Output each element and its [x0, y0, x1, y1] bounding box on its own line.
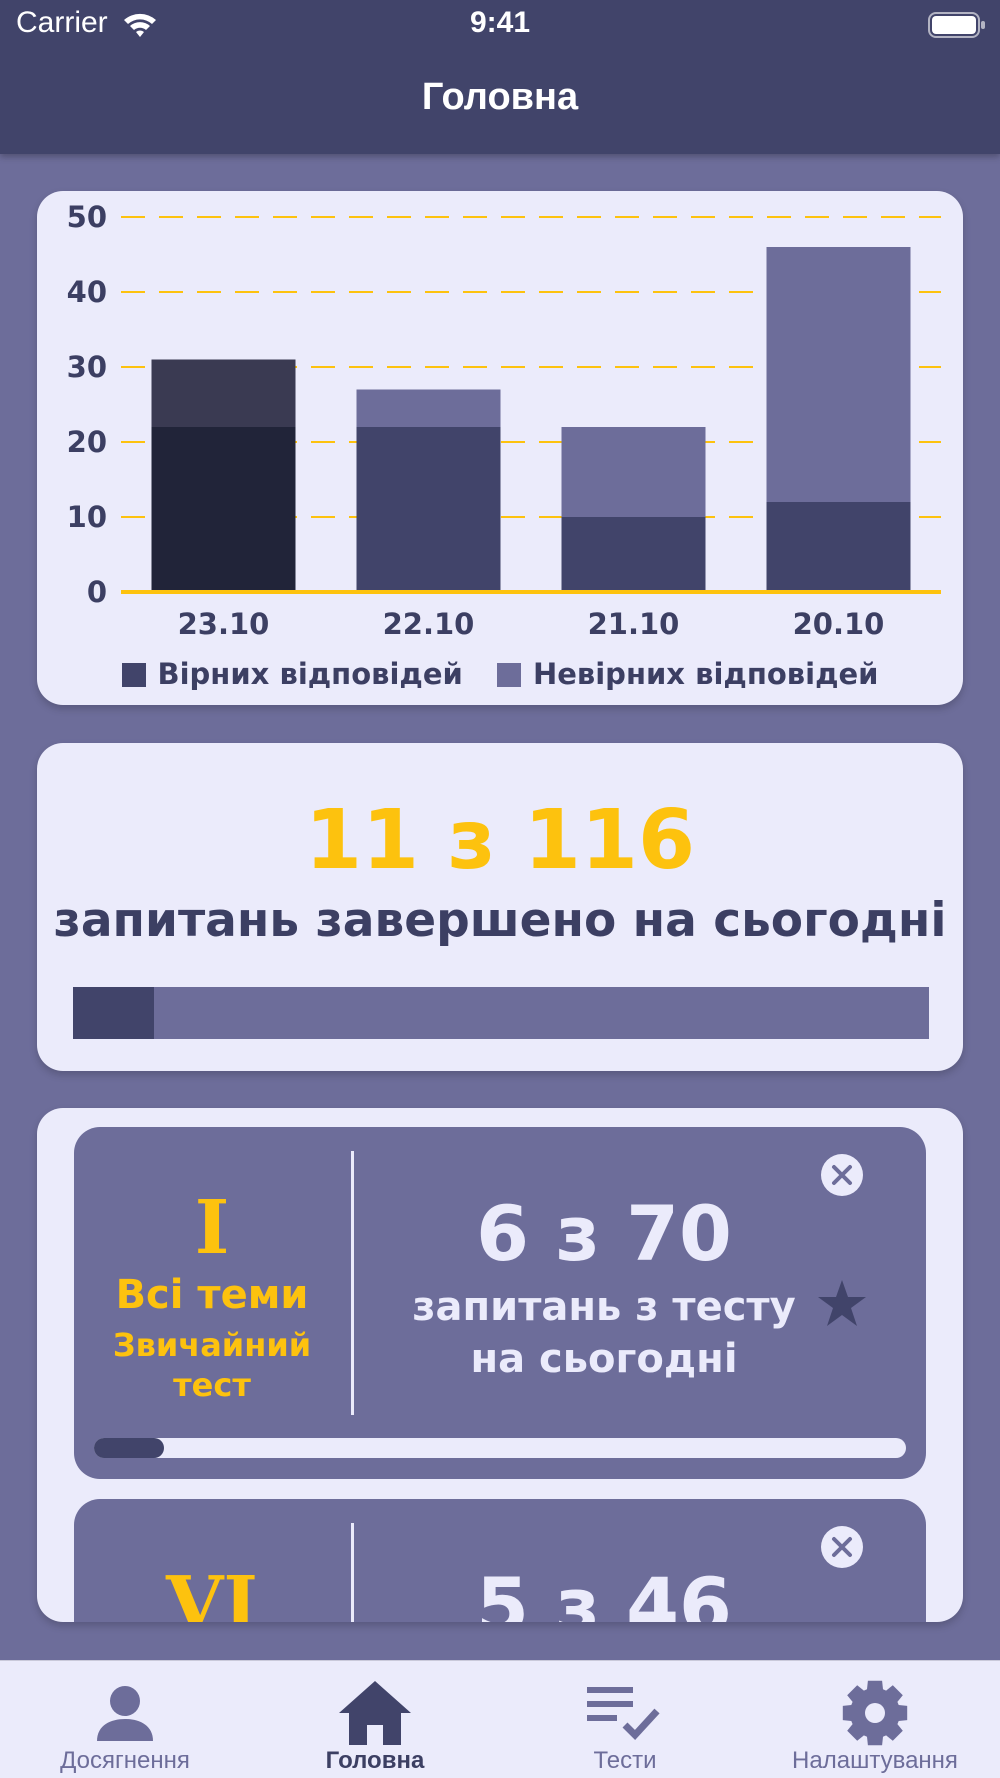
- test-type-line: тест: [173, 1366, 251, 1404]
- bar-incorrect: [766, 247, 911, 502]
- daily-progress-card: 11 з 116 запитань завершено на сьогодні: [37, 743, 963, 1071]
- x-tick-label: 20.10: [793, 607, 885, 641]
- daily-progress-label: запитань завершено на сьогодні: [53, 893, 947, 948]
- test-description: запитань з тесту на сьогодні: [354, 1281, 854, 1385]
- tab-settings[interactable]: Налаштування: [750, 1661, 1000, 1778]
- battery-icon: [928, 12, 985, 38]
- bar-correct: [561, 517, 706, 592]
- close-icon[interactable]: [820, 1153, 864, 1197]
- test-progress-fill: [94, 1438, 164, 1458]
- y-tick-label: 50: [67, 200, 107, 234]
- tab-label: Досягнення: [60, 1747, 190, 1774]
- y-tick-label: 30: [67, 350, 107, 384]
- tab-bar: Досягнення Головна Тести Налаштування: [0, 1660, 1000, 1778]
- active-tests-card: I Всі теми Звичайний тест 6 з 70 запитан…: [37, 1108, 963, 1622]
- status-bar: Carrier 9:41: [0, 0, 1000, 50]
- clock: 9:41: [469, 6, 531, 39]
- page-title: Головна: [421, 76, 579, 118]
- legend-item-correct: Вірних відповідей: [121, 657, 463, 691]
- bar-correct: [766, 502, 911, 592]
- wifi-icon: [124, 13, 156, 37]
- daily-progress-count: 11 з 116: [304, 793, 696, 888]
- person-icon: [97, 1686, 153, 1741]
- bar-incorrect: [561, 427, 706, 517]
- test-type-line: Звичайний: [112, 1326, 312, 1364]
- test-topic: Всі теми: [115, 1272, 309, 1318]
- legend-swatch-incorrect: [496, 663, 521, 687]
- y-tick-label: 20: [67, 425, 107, 459]
- daily-progress-bar: [73, 987, 929, 1039]
- home-icon: [339, 1681, 411, 1745]
- x-tick-label: 21.10: [588, 607, 680, 641]
- test-description-line: на сьогодні: [470, 1336, 738, 1382]
- divider: [351, 1523, 354, 1622]
- bar-correct: [151, 427, 296, 592]
- tab-tests[interactable]: Тести: [500, 1661, 750, 1778]
- x-tick-label: 23.10: [178, 607, 270, 641]
- chart-legend: Вірних відповідей Невірних відповідей: [37, 657, 963, 697]
- test-numeral: I: [194, 1185, 230, 1271]
- legend-item-incorrect: Невірних відповідей: [496, 657, 879, 691]
- test-item[interactable]: I Всі теми Звичайний тест 6 з 70 запитан…: [74, 1127, 926, 1479]
- gear-icon: [842, 1680, 908, 1746]
- y-tick-label: 40: [67, 275, 107, 309]
- test-count: 5 з 46: [476, 1561, 732, 1622]
- tab-label: Налаштування: [792, 1747, 958, 1774]
- y-tick-label: 10: [67, 500, 107, 534]
- bar-incorrect: [356, 389, 501, 427]
- bar-correct: [356, 427, 501, 592]
- tab-label: Тести: [593, 1747, 657, 1774]
- history-chart-card: 0 10 20 30 40 50 23.10 22.10 21.10 20.10 Вірних в…: [37, 191, 963, 705]
- tab-achievements[interactable]: Досягнення: [0, 1661, 250, 1778]
- test-count: 6 з 70: [476, 1189, 732, 1278]
- close-icon[interactable]: [820, 1525, 864, 1569]
- legend-label-correct: Вірних відповідей: [157, 657, 463, 691]
- tab-label: Головна: [325, 1747, 425, 1774]
- legend-label-incorrect: Невірних відповідей: [532, 657, 879, 691]
- daily-progress-fill: [73, 987, 155, 1039]
- test-item[interactable]: VI 5 з 46: [74, 1499, 926, 1622]
- test-type: Звичайний тест: [104, 1325, 320, 1405]
- bar-incorrect: [151, 359, 296, 427]
- history-chart[interactable]: 0 10 20 30 40 50 23.10 22.10 21.10 20.10: [37, 191, 963, 661]
- header: Carrier 9:41 Головна: [0, 0, 1000, 154]
- star-icon[interactable]: [817, 1279, 867, 1327]
- y-tick-label: 0: [87, 575, 107, 609]
- test-description-line: запитань з тесту: [412, 1284, 796, 1330]
- carrier-label: Carrier: [16, 6, 108, 39]
- test-numeral: VI: [165, 1561, 259, 1622]
- divider: [351, 1151, 354, 1415]
- tab-home[interactable]: Головна: [250, 1661, 500, 1778]
- test-progress-bar: [94, 1438, 906, 1458]
- x-tick-label: 22.10: [383, 607, 475, 641]
- legend-swatch-correct: [121, 663, 146, 687]
- checklist-icon: [587, 1687, 660, 1741]
